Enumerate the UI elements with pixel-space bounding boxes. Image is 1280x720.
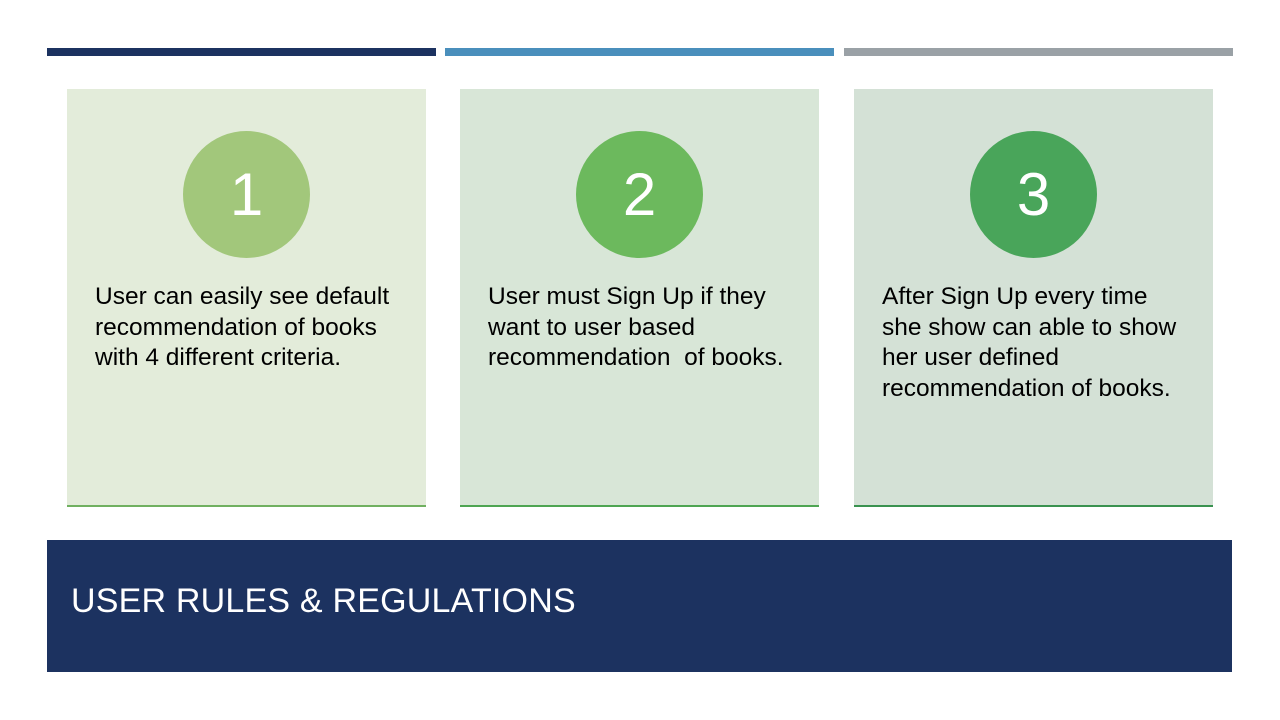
accent-bar-1 [47, 48, 436, 56]
accent-bar-2 [445, 48, 834, 56]
step-number-circle-3: 3 [970, 131, 1097, 258]
step-number-circle-2: 2 [576, 131, 703, 258]
rule-text-3: After Sign Up every time she show can ab… [882, 283, 1183, 402]
accent-bar-3 [844, 48, 1233, 56]
card-underline-3 [854, 505, 1213, 507]
rule-card-3: 3 After Sign Up every time she show can … [854, 89, 1213, 507]
rule-text-1: User can easily see default recommendati… [95, 283, 403, 371]
card-underline-2 [460, 505, 819, 507]
rule-text-2: User must Sign Up if they want to user b… [488, 283, 784, 371]
rule-card-2: 2 User must Sign Up if they want to user… [460, 89, 819, 507]
step-number-circle-1: 1 [183, 131, 310, 258]
card-underline-1 [67, 505, 426, 507]
slide-title: USER RULES & REGULATIONS [71, 582, 576, 620]
title-panel: USER RULES & REGULATIONS [47, 540, 1232, 672]
rule-card-1: 1 User can easily see default recommenda… [67, 89, 426, 507]
